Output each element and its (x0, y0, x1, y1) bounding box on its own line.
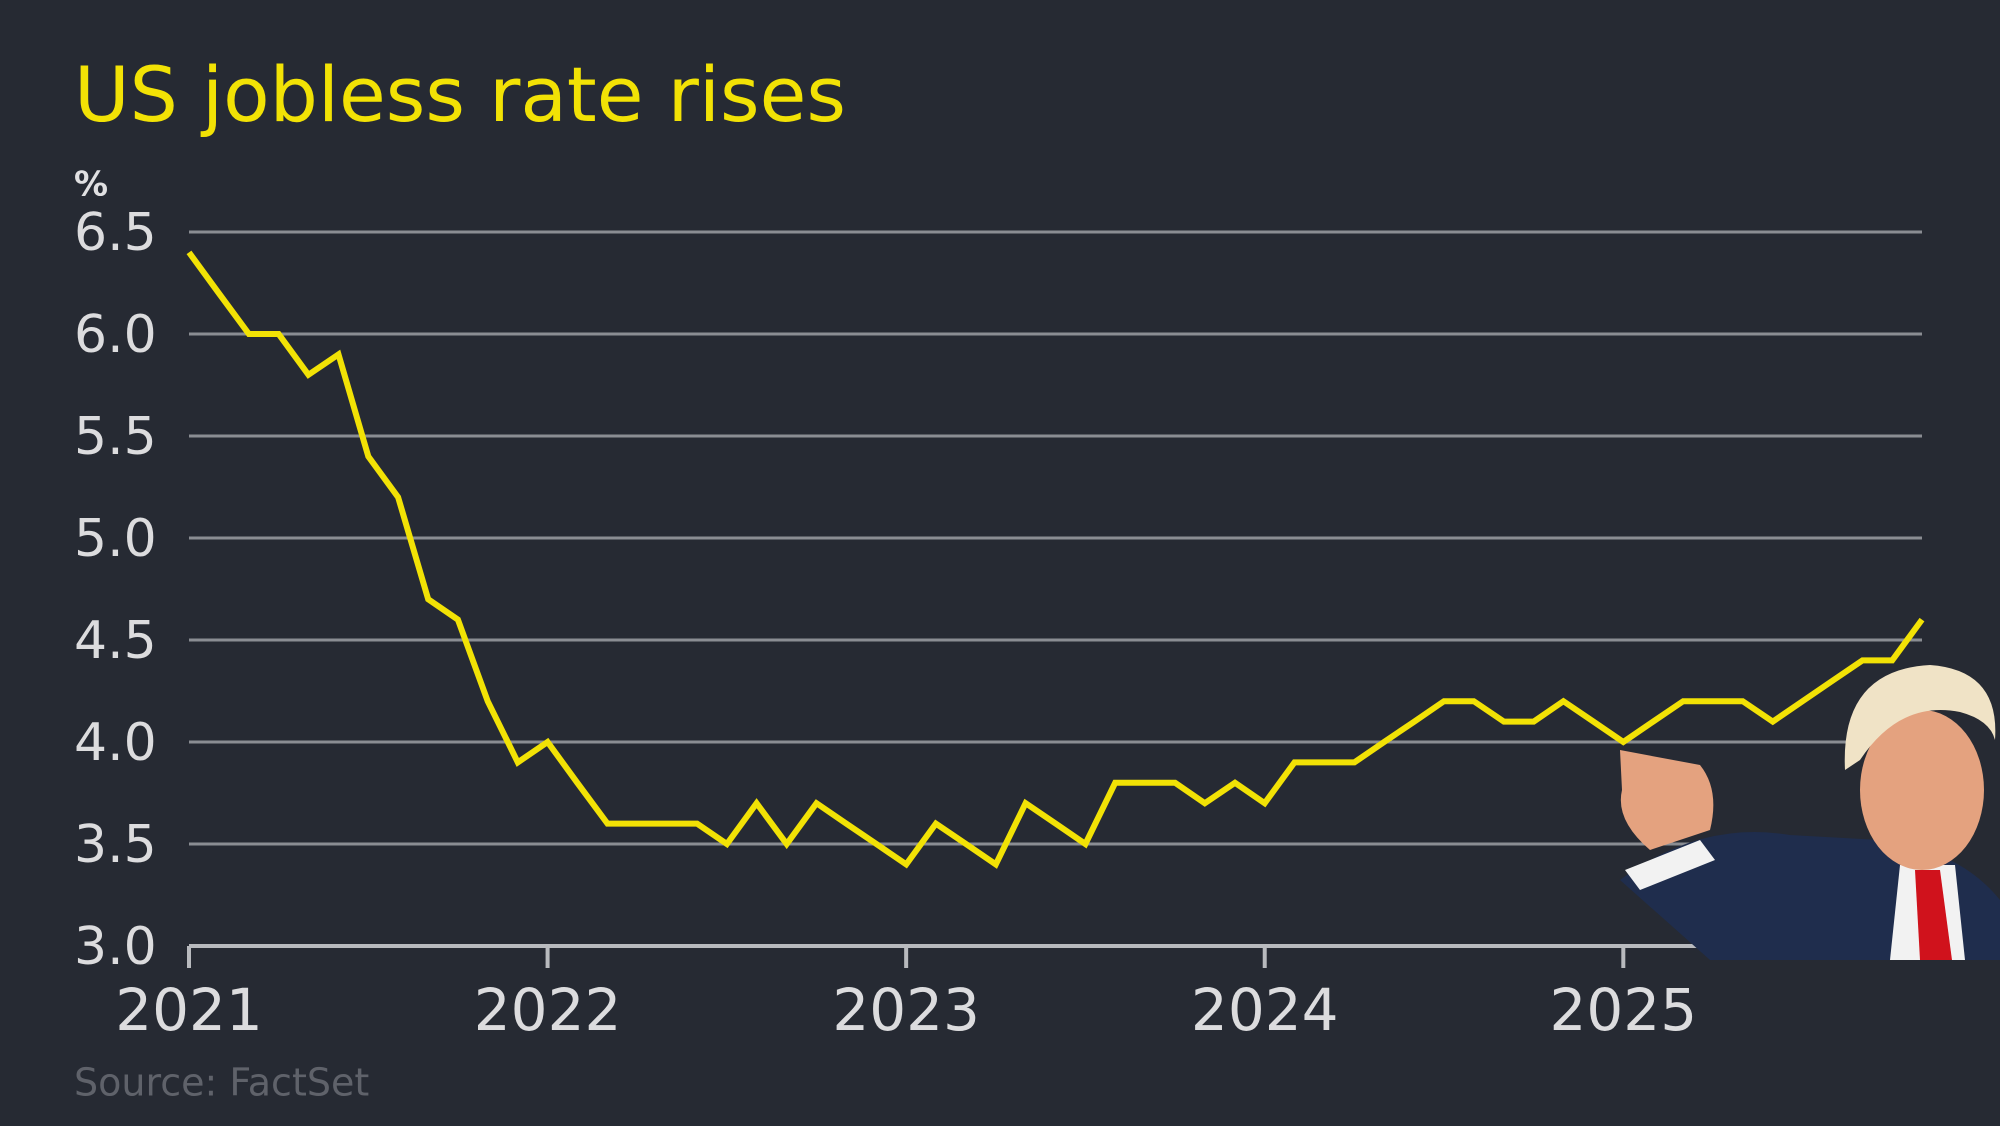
y-tick-label: 3.0 (74, 917, 157, 977)
y-axis-unit: % (74, 165, 108, 205)
y-tick-label: 6.5 (74, 203, 157, 263)
y-tick-label: 6.0 (74, 305, 157, 365)
x-tick-label: 2023 (832, 976, 980, 1044)
x-tick-label: 2022 (474, 976, 622, 1044)
y-tick-label: 3.5 (74, 815, 157, 875)
y-tick-label: 4.5 (74, 611, 157, 671)
x-tick-label: 2021 (115, 976, 263, 1044)
y-tick-label: 4.0 (74, 713, 157, 773)
y-tick-label: 5.0 (74, 509, 157, 569)
line-series (186, 250, 1925, 869)
tie (1915, 870, 1952, 960)
source: Source: FactSet (74, 1061, 369, 1105)
y-tick-label: 5.5 (74, 407, 157, 467)
hand (1620, 750, 1714, 850)
cuff (1625, 840, 1715, 890)
face (1860, 710, 1984, 870)
x-tick-label: 2025 (1550, 976, 1698, 1044)
hair (1844, 665, 1996, 770)
chart-title: US jobless rate rises (74, 50, 846, 139)
photo-overlay (1620, 665, 2000, 960)
x-tick-label: 2024 (1191, 976, 1339, 1044)
